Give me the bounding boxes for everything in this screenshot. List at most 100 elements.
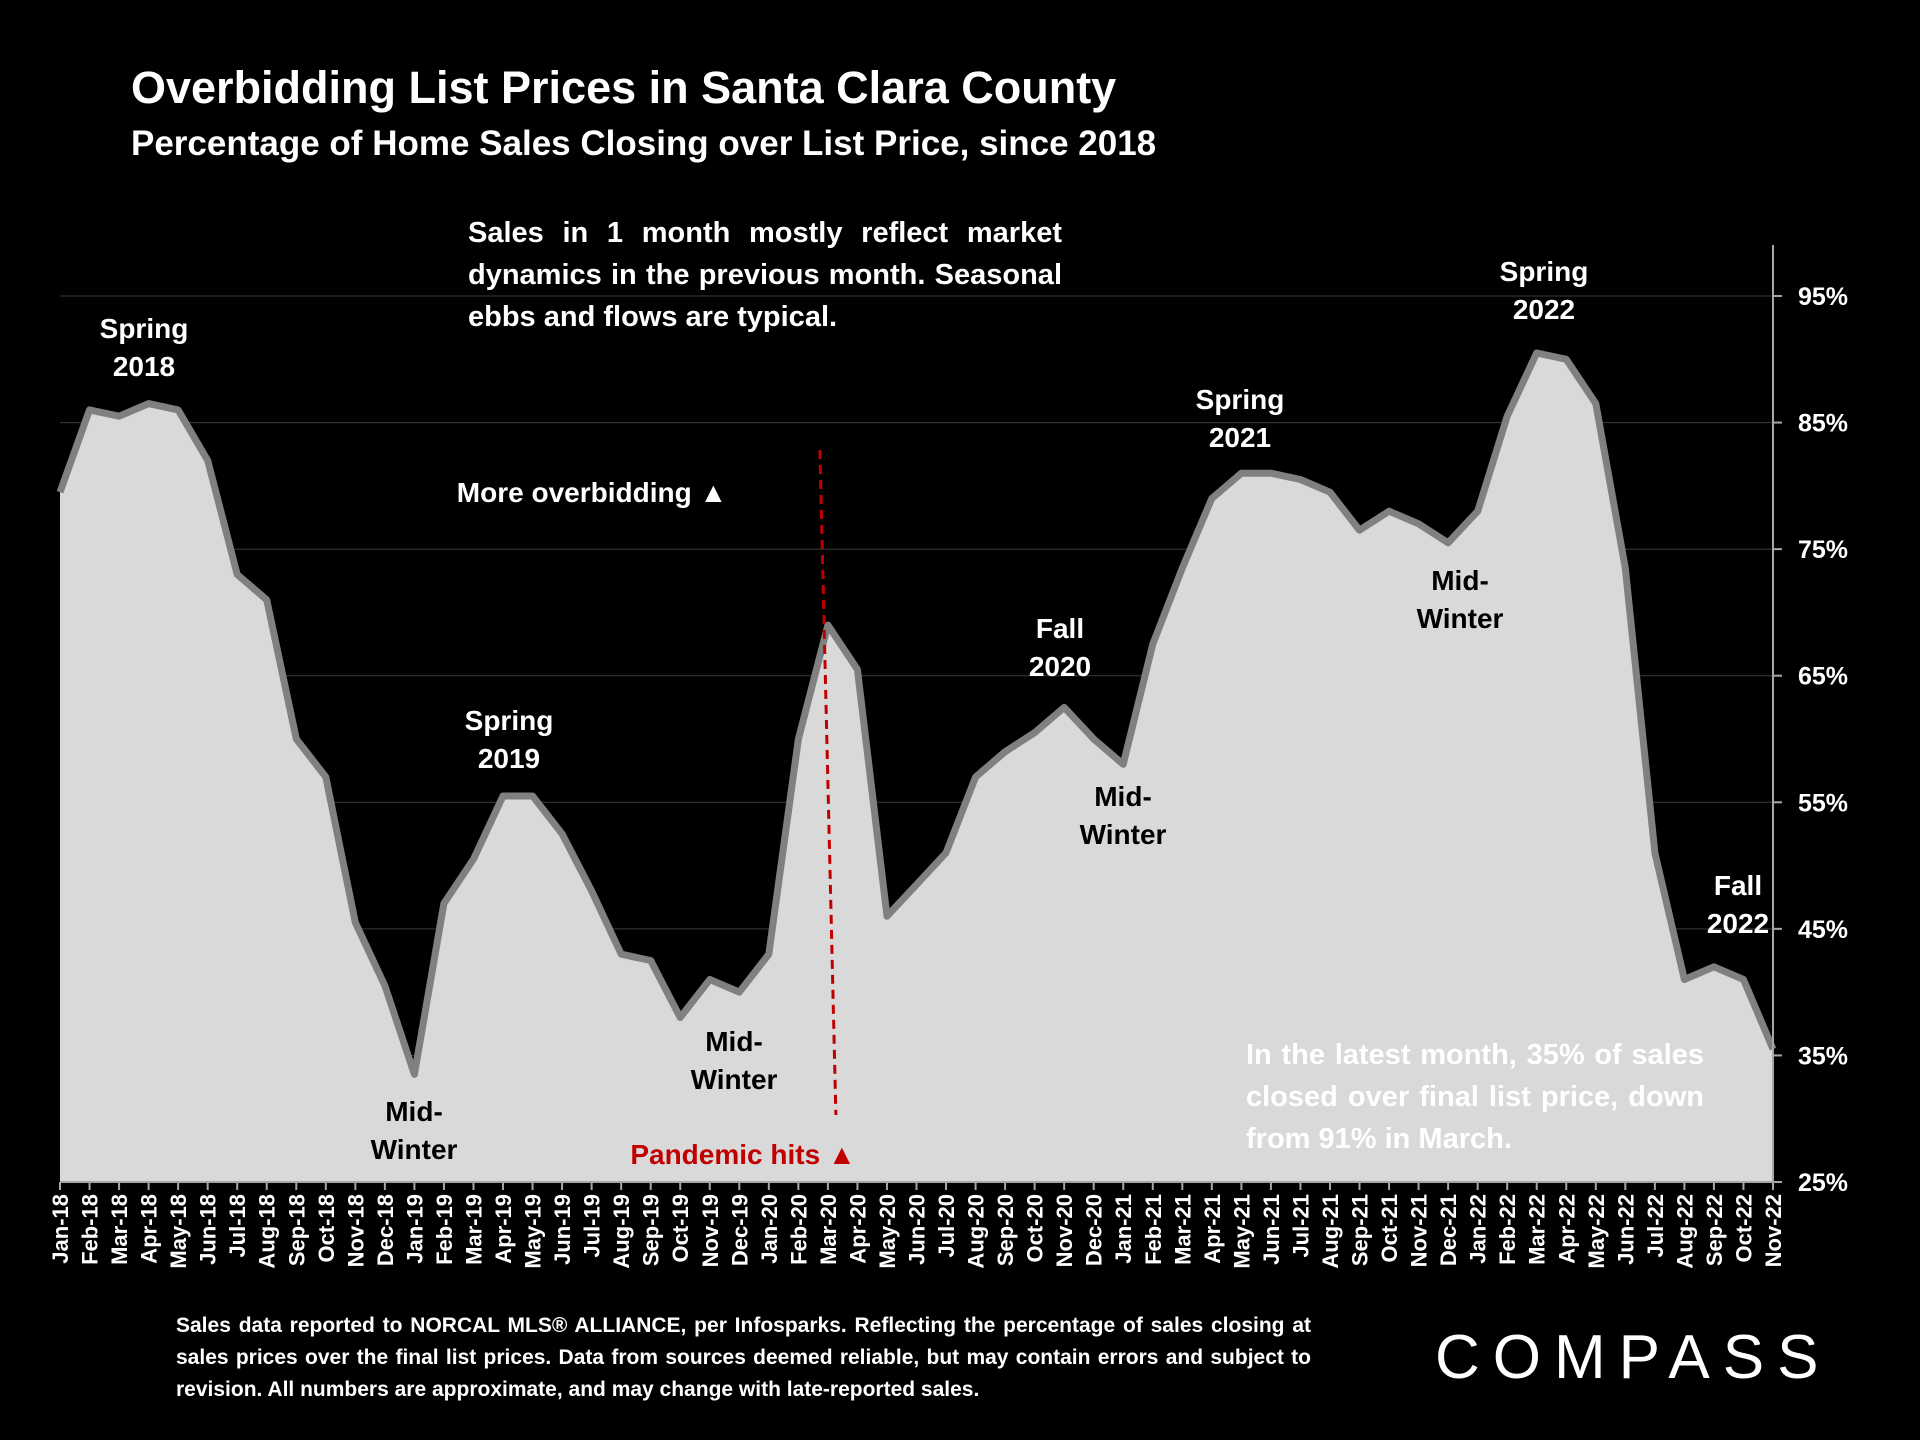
x-tick-label: Nov-18 xyxy=(343,1194,368,1267)
x-tick-label: May-21 xyxy=(1229,1194,1254,1269)
y-tick-label: 55% xyxy=(1798,789,1848,817)
x-tick-label: Sep-19 xyxy=(639,1194,664,1266)
y-tick-label: 25% xyxy=(1798,1169,1848,1197)
annotation-label: Winter xyxy=(371,1134,458,1165)
annotation-label: Fall xyxy=(1714,870,1762,901)
chart-subtitle: Percentage of Home Sales Closing over Li… xyxy=(131,124,1157,163)
x-tick-label: Sep-18 xyxy=(284,1194,309,1266)
y-tick-label: 45% xyxy=(1798,916,1848,944)
annotations: Spring 2018 Mid- Winter Spring 2019 Mid- Winter… xyxy=(100,256,1769,1165)
y-tick-label: 35% xyxy=(1798,1042,1848,1070)
x-tick-label: Jul-18 xyxy=(225,1194,250,1258)
annotation-label: Mid- xyxy=(1094,781,1152,812)
x-tick-label: Feb-20 xyxy=(786,1194,811,1265)
x-tick-label: Nov-21 xyxy=(1407,1194,1432,1267)
x-tick-label: Mar-21 xyxy=(1170,1194,1195,1265)
x-tick-label: Jun-21 xyxy=(1259,1194,1284,1265)
x-tick-label: Jun-20 xyxy=(905,1194,930,1265)
x-tick-label: Apr-21 xyxy=(1200,1194,1225,1264)
x-tick-label: Mar-20 xyxy=(816,1194,841,1265)
x-tick-label: Dec-21 xyxy=(1436,1194,1461,1266)
x-tick-label: Feb-22 xyxy=(1495,1194,1520,1265)
x-tick-label: May-19 xyxy=(521,1194,546,1269)
x-tick-label: Jan-22 xyxy=(1466,1194,1491,1264)
compass-logo: COMPASS xyxy=(1435,1323,1832,1392)
annotation-label: Mid- xyxy=(385,1096,443,1127)
x-axis-ticks: Jan-18 Feb-18 Mar-18 Apr-18 May-18 Jun-18 Jul-… xyxy=(48,1182,1786,1269)
x-tick-label: Mar-19 xyxy=(461,1194,486,1265)
annotation-label: Mid- xyxy=(705,1026,763,1057)
annotation-label: Winter xyxy=(1417,603,1504,634)
annotation-label: 2022 xyxy=(1707,908,1769,939)
note-bottom: In the latest month, 35% of sales closed… xyxy=(1246,1039,1704,1155)
y-tick-label: 95% xyxy=(1798,283,1848,311)
x-tick-label: May-20 xyxy=(875,1194,900,1269)
x-tick-label: Jul-22 xyxy=(1643,1194,1668,1258)
x-tick-label: Jan-20 xyxy=(757,1194,782,1264)
y-tick-label: 65% xyxy=(1798,663,1848,691)
annotation-label: Winter xyxy=(691,1064,778,1095)
x-tick-label: Dec-19 xyxy=(727,1194,752,1266)
chart-title: Overbidding List Prices in Santa Clara C… xyxy=(131,62,1117,113)
annotation-label: Winter xyxy=(1080,819,1167,850)
x-tick-label: Jan-18 xyxy=(48,1194,73,1264)
x-tick-label: Sep-21 xyxy=(1348,1194,1373,1266)
x-tick-label: Apr-18 xyxy=(137,1194,162,1264)
x-tick-label: Jan-19 xyxy=(402,1194,427,1264)
x-tick-label: Oct-20 xyxy=(1023,1194,1048,1262)
annotation-label: Mid- xyxy=(1431,565,1489,596)
annotation-label: Spring xyxy=(465,705,554,736)
annotation-label: 2020 xyxy=(1029,651,1091,682)
pandemic-marker-line xyxy=(818,449,838,1116)
y-tick-label: 75% xyxy=(1798,536,1848,564)
annotation-label: 2022 xyxy=(1513,294,1575,325)
x-tick-label: Aug-20 xyxy=(964,1194,989,1269)
x-tick-label: Nov-20 xyxy=(1052,1194,1077,1267)
annotation-label: 2018 xyxy=(113,351,175,382)
x-tick-label: Apr-19 xyxy=(491,1194,516,1264)
x-tick-label: Sep-22 xyxy=(1702,1194,1727,1266)
y-tick-label: 85% xyxy=(1798,410,1848,438)
x-tick-label: Mar-22 xyxy=(1525,1194,1550,1265)
pandemic-label: Pandemic hits ▲ xyxy=(630,1139,855,1170)
x-tick-label: Apr-20 xyxy=(845,1194,870,1264)
x-tick-label: Jan-21 xyxy=(1111,1194,1136,1264)
x-tick-label: Jun-22 xyxy=(1613,1194,1638,1265)
x-tick-label: Jul-20 xyxy=(934,1194,959,1258)
series-line xyxy=(56,349,1777,1078)
area-fill xyxy=(60,353,1773,1182)
x-tick-label: May-18 xyxy=(166,1194,191,1269)
annotation-label: Spring xyxy=(1196,384,1285,415)
y-axis-ticks: 25% 35% 45% 55% 65% 75% 85% 95% xyxy=(1773,283,1848,1197)
x-tick-label: Jun-19 xyxy=(550,1194,575,1265)
x-tick-label: Aug-19 xyxy=(609,1194,634,1269)
more-overbidding-label: More overbidding ▲ xyxy=(457,477,727,508)
x-tick-label: Feb-19 xyxy=(432,1194,457,1265)
x-tick-label: Sep-20 xyxy=(993,1194,1018,1266)
x-tick-label: Feb-18 xyxy=(78,1194,103,1265)
x-tick-label: Jul-19 xyxy=(580,1194,605,1258)
annotation-label: 2021 xyxy=(1209,422,1271,453)
footer-note: Sales data reported to NORCAL MLS® ALLIA… xyxy=(176,1314,1311,1401)
x-tick-label: Oct-18 xyxy=(314,1194,339,1262)
x-tick-label: Dec-18 xyxy=(373,1194,398,1266)
x-tick-label: Dec-20 xyxy=(1082,1194,1107,1266)
x-tick-label: May-22 xyxy=(1584,1194,1609,1269)
annotation-label: Spring xyxy=(1500,256,1589,287)
x-tick-label: Aug-18 xyxy=(255,1194,280,1269)
annotation-label: 2019 xyxy=(478,743,540,774)
x-tick-label: Nov-22 xyxy=(1761,1194,1786,1267)
annotation-label: Spring xyxy=(100,313,189,344)
x-tick-label: Jul-21 xyxy=(1288,1194,1313,1258)
x-tick-label: Oct-19 xyxy=(668,1194,693,1262)
x-tick-label: Apr-22 xyxy=(1554,1194,1579,1264)
x-tick-label: Aug-22 xyxy=(1672,1194,1697,1269)
x-tick-label: Mar-18 xyxy=(107,1194,132,1265)
x-tick-label: Jun-18 xyxy=(196,1194,221,1265)
annotation-label: Fall xyxy=(1036,613,1084,644)
x-tick-label: Nov-19 xyxy=(698,1194,723,1267)
note-top: Sales in 1 month mostly reflect market d… xyxy=(468,217,1062,333)
x-tick-label: Aug-21 xyxy=(1318,1194,1343,1269)
x-tick-label: Oct-22 xyxy=(1731,1194,1756,1262)
